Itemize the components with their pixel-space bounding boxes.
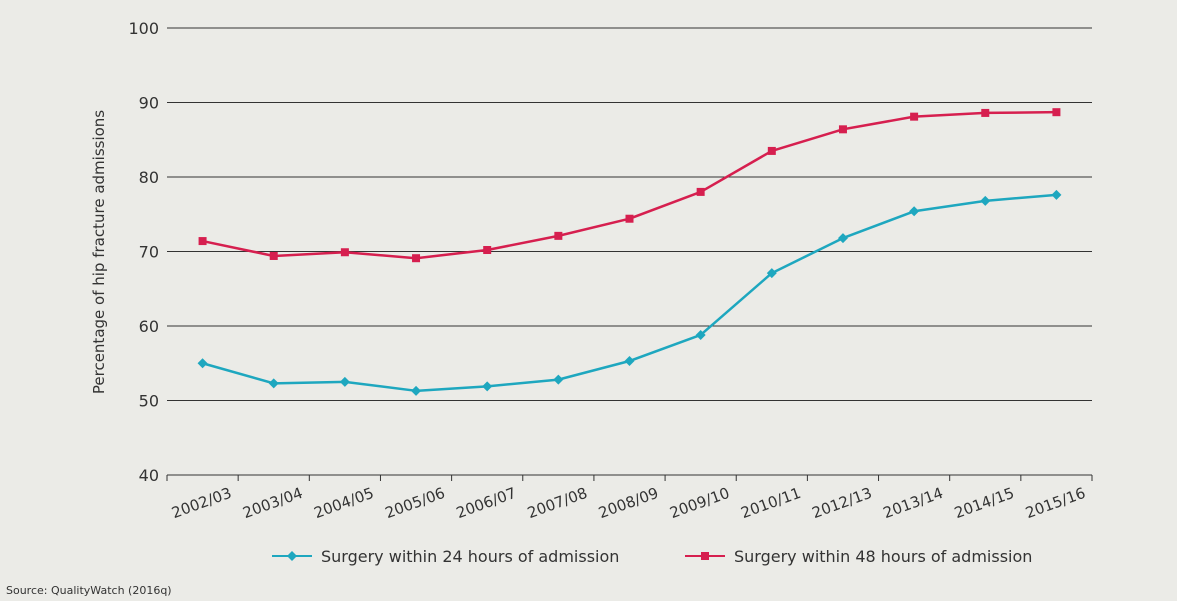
marker [696,187,705,196]
marker [1051,189,1062,200]
marker [1052,108,1061,117]
marker [268,378,279,389]
y-tick-label: 90 [139,94,159,113]
series-line [202,110,1057,260]
marker [980,195,991,206]
marker [411,385,422,396]
marker [838,125,847,134]
marker [482,381,493,392]
x-tick-label: 2008/09 [596,484,661,522]
marker [198,237,207,246]
y-tick-label: 100 [128,19,159,38]
x-tick-label: 2004/05 [312,484,377,522]
legend-marker [287,551,297,561]
marker [197,358,208,369]
x-tick-label: 2014/15 [952,484,1017,522]
marker [910,112,919,121]
y-axis-label: Percentage of hip fracture admissions [90,110,108,394]
x-tick-label: 2007/08 [525,484,590,522]
marker [269,251,278,260]
x-tick-label: 2006/07 [454,484,519,522]
x-tick-label: 2015/16 [1023,484,1088,522]
marker [412,254,421,263]
marker [554,231,563,240]
marker [483,246,492,255]
x-tick-label: 2010/11 [738,484,803,522]
legend-label: Surgery within 24 hours of admission [321,547,619,566]
marker [837,233,848,244]
x-tick-label: 2003/04 [240,484,305,522]
marker [625,214,634,223]
marker [553,374,564,385]
source: Source: QualityWatch (2016q) [6,584,172,597]
x-tick-label: 2012/13 [810,484,875,522]
x-tick-label: 2009/10 [667,484,732,522]
marker [340,248,349,257]
x-tick-label: 2013/14 [881,484,946,522]
marker [624,356,635,367]
y-tick-label: 50 [139,392,159,411]
x-tick-label: 2002/03 [169,484,234,522]
marker [909,206,920,217]
marker [981,108,990,117]
legend-label: Surgery within 48 hours of admission [734,547,1032,566]
marker [767,146,776,155]
y-tick-label: 40 [139,466,159,485]
y-tick-label: 80 [139,168,159,187]
y-tick-label: 70 [139,243,159,262]
x-tick-label: 2005/06 [383,484,448,522]
marker [695,329,706,340]
marker [339,376,350,387]
y-tick-label: 60 [139,317,159,336]
marker [766,268,777,279]
legend-marker [701,552,709,560]
